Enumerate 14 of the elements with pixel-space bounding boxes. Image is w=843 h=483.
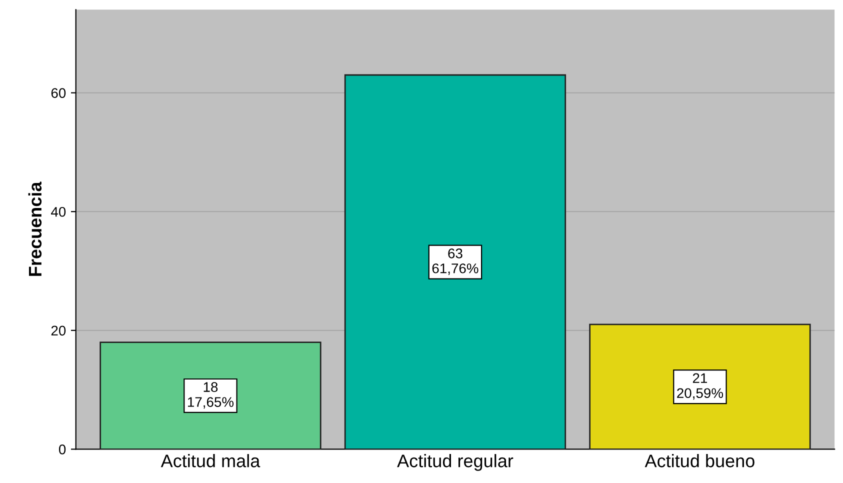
data-label: 18 17,65% [188, 382, 234, 409]
data-label: 63 61,76% [432, 248, 478, 275]
x-tick-label: Actitud regular [397, 454, 514, 471]
y-axis-title: Frecuencia [28, 182, 42, 276]
x-tick-label: Actitud bueno [644, 454, 754, 468]
y-tick-label: 40 [51, 206, 66, 217]
bar [344, 74, 566, 450]
y-tick-label: 60 [51, 88, 66, 98]
x-tick-label: Actitud mala [160, 454, 260, 468]
bar [589, 324, 811, 450]
y-tick-label: 0 [58, 444, 66, 454]
y-tick-label: 20 [51, 326, 66, 336]
data-label: 21 20,59% [677, 373, 724, 400]
bar [100, 342, 322, 450]
